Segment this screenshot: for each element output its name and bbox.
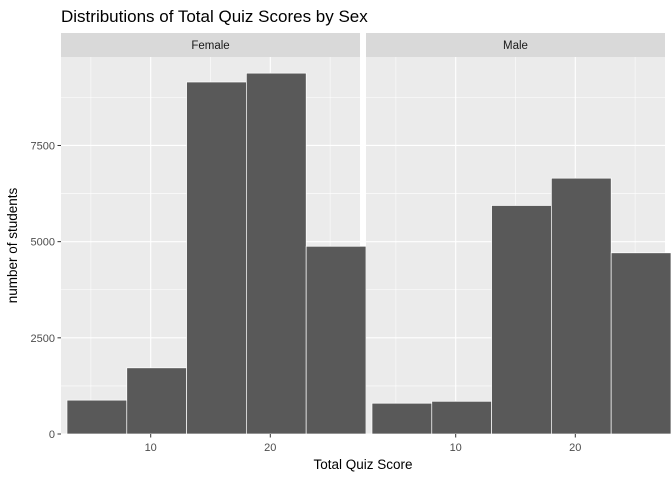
- bars-female: [66, 72, 367, 435]
- strip-label-female: Female: [191, 40, 229, 52]
- y-tick-label: 5000: [31, 237, 55, 249]
- x-axis-female: 10 20: [145, 434, 276, 454]
- chart-title: Distributions of Total Quiz Scores by Se…: [61, 7, 368, 26]
- x-tick-label: 10: [145, 442, 157, 454]
- x-tick-label: 10: [450, 442, 462, 454]
- histogram-bar: [246, 72, 307, 435]
- y-tick-label: 2500: [31, 333, 55, 345]
- panel-male: Male: [366, 33, 672, 435]
- y-tick-label: 7500: [31, 140, 55, 152]
- histogram-bar: [186, 81, 247, 435]
- x-axis-male: 10 20: [450, 434, 581, 454]
- histogram-bar: [551, 177, 612, 435]
- histogram-bar: [431, 400, 492, 435]
- histogram-bar: [371, 402, 433, 435]
- histogram-bar: [66, 399, 128, 435]
- strip-female: [61, 33, 360, 57]
- y-tick-label: 0: [49, 429, 55, 441]
- x-axis-title: Total Quiz Score: [313, 457, 412, 472]
- panel-female: Female: [61, 33, 367, 435]
- strip-label-male: Male: [503, 40, 528, 52]
- histogram-bar: [610, 252, 672, 435]
- x-tick-label: 20: [264, 442, 276, 454]
- y-axis: 0 2500 5000 7500: [31, 140, 61, 441]
- histogram-bar: [305, 245, 367, 435]
- histogram-bar: [491, 205, 552, 435]
- histogram-bar: [126, 367, 187, 435]
- x-tick-label: 20: [569, 442, 581, 454]
- y-axis-title: number of students: [5, 187, 20, 303]
- bars-male: [371, 177, 672, 435]
- strip-male: [366, 33, 665, 57]
